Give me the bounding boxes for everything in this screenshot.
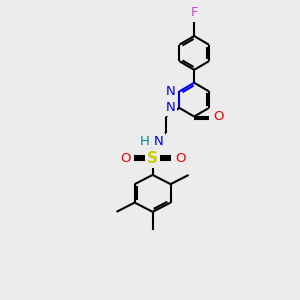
Text: F: F [190, 5, 198, 19]
Text: O: O [175, 152, 185, 165]
Text: N: N [166, 101, 175, 114]
Text: H: H [140, 135, 150, 148]
Text: O: O [120, 152, 130, 165]
Text: N: N [154, 135, 164, 148]
Text: S: S [147, 151, 158, 166]
Text: O: O [213, 110, 223, 123]
Text: N: N [166, 85, 175, 98]
